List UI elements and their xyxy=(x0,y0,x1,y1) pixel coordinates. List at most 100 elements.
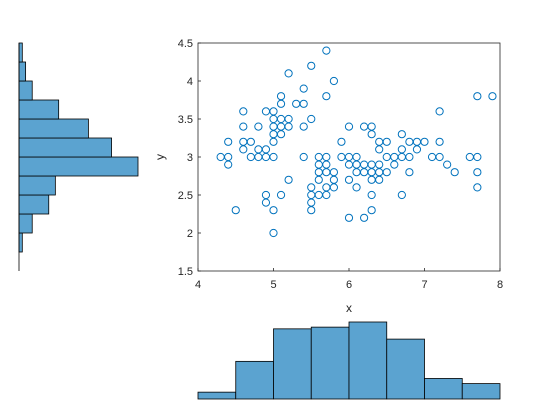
y-histogram-bar xyxy=(18,42,23,63)
scatter-point xyxy=(405,168,414,177)
y-tick-label: 2 xyxy=(187,228,193,240)
scatter-point xyxy=(473,168,482,177)
scatter-point xyxy=(231,206,240,215)
x-axis-label: x xyxy=(346,301,352,315)
scatter-point xyxy=(284,122,293,131)
scatter-point xyxy=(322,160,331,169)
scatter-point xyxy=(322,46,331,55)
scatter-point xyxy=(352,183,361,192)
scatter-point xyxy=(224,137,233,146)
x-histogram-bar xyxy=(461,383,501,400)
scatter-point xyxy=(344,122,354,131)
scatter-point xyxy=(322,92,331,101)
scatter-point xyxy=(337,137,346,146)
scatter-point xyxy=(261,198,271,207)
scatter-point xyxy=(435,107,444,116)
scatter-point xyxy=(239,107,248,116)
x-histogram-bar xyxy=(348,321,388,400)
scatter-point xyxy=(269,228,278,238)
scatter-point xyxy=(269,152,278,162)
scatter-point xyxy=(322,190,331,200)
scatter-point xyxy=(314,175,323,184)
x-tick-label: 6 xyxy=(346,279,352,291)
y-tick-label: 3.5 xyxy=(178,114,193,126)
x-histogram-bar xyxy=(235,360,274,400)
y-histogram-bar xyxy=(18,137,112,158)
y-histogram-bar xyxy=(18,80,33,101)
scatter-point xyxy=(299,84,308,93)
scatter-point xyxy=(352,152,361,162)
scatter-plot-area xyxy=(197,42,501,272)
scatter-axes: 4 5 6 7 8 1.5 2 2.5 3 3.5 4 4.5 x y xyxy=(153,38,503,315)
scatter-point xyxy=(405,152,414,162)
x-histogram-bar xyxy=(273,328,312,400)
scatter-point xyxy=(360,213,369,222)
scatter-point xyxy=(367,122,376,131)
y-tick-label: 4.5 xyxy=(178,38,193,50)
scatter-point xyxy=(299,152,308,162)
scatter-point xyxy=(239,122,248,131)
scatter-point xyxy=(488,92,497,101)
y-tick-label: 1.5 xyxy=(178,266,193,278)
scatter-point xyxy=(473,152,482,162)
y-histogram-bar xyxy=(18,61,27,82)
scatter-point xyxy=(397,130,406,139)
scatter-point xyxy=(382,168,391,177)
x-tick-label: 5 xyxy=(270,279,276,291)
y-histogram-bar xyxy=(18,175,56,196)
scatter-point xyxy=(450,168,459,177)
x-histogram-bar xyxy=(310,326,350,400)
y-histogram-bar xyxy=(18,194,50,215)
scatter-x-ticks: 4 5 6 7 8 xyxy=(195,268,503,291)
scatter-point xyxy=(307,183,316,192)
scatter-point xyxy=(473,92,482,101)
y-axis-label: y xyxy=(153,154,167,160)
scatter-point xyxy=(246,137,255,146)
scatter-point xyxy=(435,152,444,162)
y-tick-label: 4 xyxy=(187,76,193,88)
x-histogram-bar xyxy=(197,391,237,400)
scatter-point xyxy=(307,61,316,70)
x-tick-label: 7 xyxy=(421,279,427,291)
y-histogram-bar xyxy=(18,213,33,234)
scatter-point xyxy=(375,145,384,154)
scatter-point xyxy=(254,122,263,131)
scatter-y-ticks: 1.5 2 2.5 3 3.5 4 4.5 xyxy=(178,38,201,278)
x-histogram-bar xyxy=(386,338,425,400)
scatter-point xyxy=(473,183,482,192)
scatter-point xyxy=(276,99,286,108)
y-tick-label: 3 xyxy=(187,152,193,164)
x-marginal-histogram xyxy=(197,321,501,400)
scatter-point xyxy=(284,175,293,184)
scatter-point xyxy=(367,206,376,215)
scatter-point xyxy=(276,190,286,200)
scatter-point xyxy=(299,122,308,131)
y-marginal-histogram xyxy=(18,42,139,271)
scatter-point xyxy=(344,213,354,222)
x-histogram-bar xyxy=(424,378,463,400)
y-histogram-bar xyxy=(18,232,23,253)
scatter-point xyxy=(329,168,338,177)
y-histogram-bar xyxy=(18,156,139,177)
scatter-point xyxy=(224,160,233,169)
y-histogram-bar xyxy=(18,118,89,139)
scatter-points xyxy=(216,46,497,238)
scatter-point xyxy=(329,76,338,86)
scatter-point xyxy=(329,183,338,192)
x-tick-label: 4 xyxy=(195,279,201,291)
x-tick-label: 8 xyxy=(497,279,503,291)
scatter-point xyxy=(382,137,391,146)
scatter-point xyxy=(420,137,429,146)
scatter-point xyxy=(435,137,444,146)
y-tick-label: 2.5 xyxy=(178,190,193,202)
y-histogram-bar xyxy=(18,99,60,120)
scatter-point xyxy=(344,175,354,184)
scatter-point xyxy=(261,145,271,154)
scatter-point xyxy=(443,160,452,169)
scatter-point xyxy=(299,99,308,108)
scatter-point xyxy=(269,137,278,146)
scatter-point xyxy=(367,190,376,200)
scatter-point xyxy=(284,69,293,78)
scatter-point xyxy=(269,206,278,215)
